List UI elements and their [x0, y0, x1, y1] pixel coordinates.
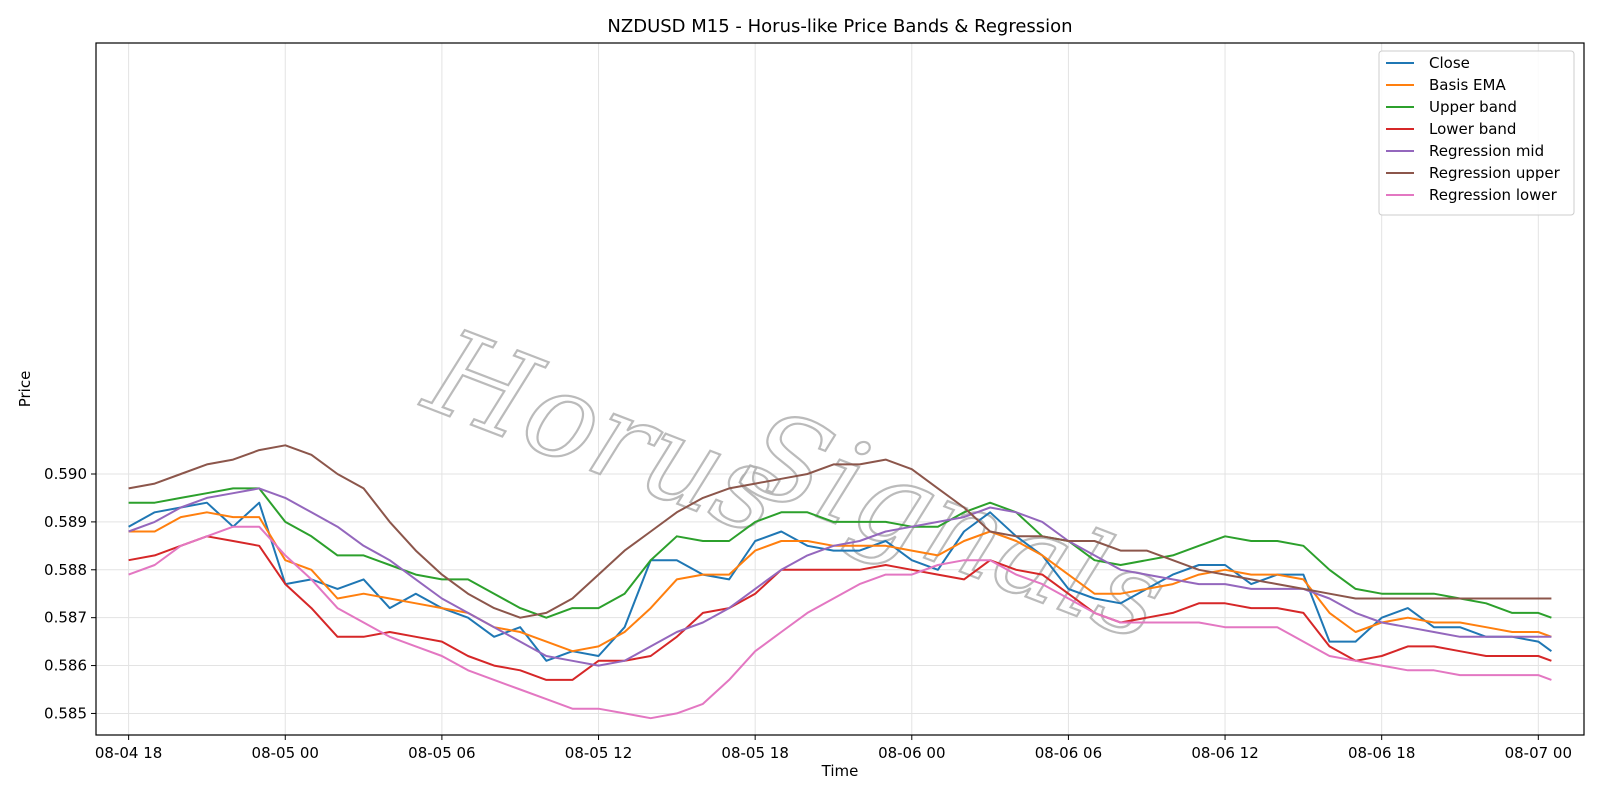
- series-lines: [128, 444, 1552, 720]
- legend-label: Regression lower: [1429, 186, 1558, 204]
- x-tick-label: 08-06 12: [1191, 744, 1258, 762]
- series-line-regression-upper: [128, 444, 1552, 619]
- y-tick-label: 0.586: [44, 657, 87, 675]
- x-tick-label: 08-04 18: [95, 744, 162, 762]
- x-tick-label: 08-05 12: [565, 744, 632, 762]
- legend-label: Basis EMA: [1429, 76, 1506, 94]
- y-tick-label: 0.588: [44, 561, 87, 579]
- axes-frame: [95, 42, 1585, 736]
- legend: Close Basis EMA Upper band Lower band Regres…: [1378, 50, 1575, 216]
- plot-area: [96, 43, 1584, 735]
- legend-box: [1378, 50, 1575, 216]
- y-axis-ticks: 0.585 0.586 0.587 0.588 0.589 0.590: [44, 465, 96, 722]
- legend-label: Regression mid: [1429, 142, 1544, 160]
- x-tick-label: 08-06 00: [878, 744, 945, 762]
- series-line-regression-mid: [128, 487, 1552, 667]
- y-tick-label: 0.587: [44, 609, 87, 627]
- y-axis-label: Price: [16, 371, 34, 408]
- x-axis-ticks: 08-04 18 08-05 00 08-05 06 08-05 12 08-05 18…: [95, 735, 1572, 762]
- series-line-basis-ema: [128, 511, 1552, 653]
- x-tick-label: 08-05 00: [252, 744, 319, 762]
- legend-label: Close: [1429, 54, 1470, 72]
- x-axis-label: Time: [821, 762, 859, 780]
- y-tick-label: 0.589: [44, 513, 87, 531]
- legend-label: Regression upper: [1429, 164, 1561, 182]
- x-tick-label: 08-06 18: [1348, 744, 1415, 762]
- series-line-upper-band: [128, 487, 1552, 619]
- x-tick-label: 08-07 00: [1505, 744, 1572, 762]
- y-tick-label: 0.590: [44, 465, 87, 483]
- legend-label: Upper band: [1429, 98, 1517, 116]
- x-tick-label: 08-06 06: [1035, 744, 1102, 762]
- series-line-close: [128, 501, 1552, 662]
- series-line-lower-band: [128, 535, 1552, 681]
- series-line-regression-lower: [128, 525, 1552, 720]
- x-tick-label: 08-05 06: [408, 744, 475, 762]
- chart-title: NZDUSD M15 - Horus-like Price Bands & Re…: [607, 16, 1072, 37]
- y-tick-label: 0.585: [44, 704, 87, 722]
- legend-label: Lower band: [1429, 120, 1516, 138]
- x-tick-label: 08-05 18: [721, 744, 788, 762]
